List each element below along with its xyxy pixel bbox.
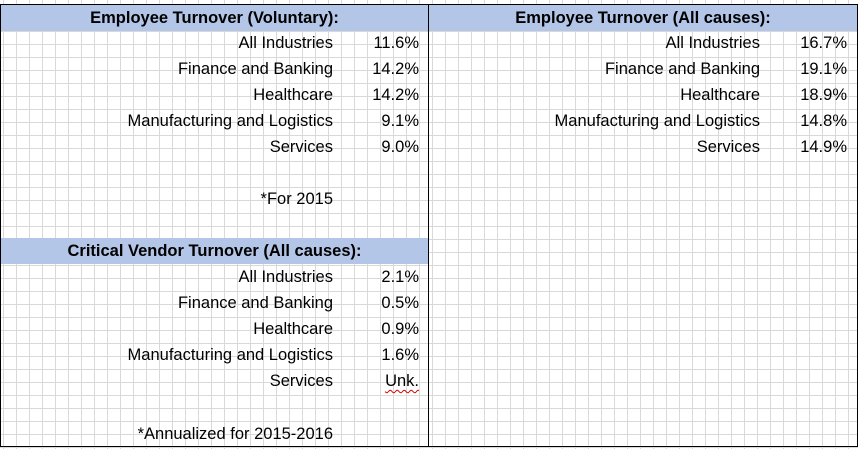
- industry-label: Services: [269, 372, 333, 390]
- industry-label: Healthcare: [680, 86, 760, 104]
- turnover-value: 14.2%: [372, 86, 419, 104]
- table-row[interactable]: Services 9.0%: [0, 134, 428, 160]
- turnover-value: 2.1%: [381, 268, 419, 286]
- turnover-value: 19.1%: [800, 60, 847, 78]
- industry-label: Finance and Banking: [177, 60, 333, 78]
- turnover-value: 1.6%: [381, 346, 419, 364]
- vendor-header[interactable]: Critical Vendor Turnover (All causes):: [1, 238, 428, 264]
- industry-label: Manufacturing and Logistics: [554, 112, 760, 130]
- turnover-value: 14.8%: [800, 112, 847, 130]
- table-row[interactable]: Manufacturing and Logistics 1.6%: [0, 342, 428, 368]
- industry-label: Manufacturing and Logistics: [127, 346, 333, 364]
- turnover-value: Unk.: [385, 372, 419, 390]
- turnover-value: 9.0%: [381, 138, 419, 156]
- industry-label: All Industries: [238, 268, 333, 286]
- turnover-value: 18.9%: [800, 86, 847, 104]
- turnover-value: 16.7%: [800, 34, 847, 52]
- voluntary-header[interactable]: Employee Turnover (Voluntary):: [1, 5, 428, 31]
- table-row[interactable]: Finance and Banking 0.5%: [0, 290, 428, 316]
- table-row[interactable]: Manufacturing and Logistics 9.1%: [0, 108, 428, 134]
- all-causes-header[interactable]: Employee Turnover (All causes):: [429, 5, 857, 31]
- table-row[interactable]: Finance and Banking 19.1%: [429, 56, 857, 82]
- voluntary-footnote[interactable]: *For 2015: [260, 190, 333, 208]
- voluntary-title: Employee Turnover (Voluntary):: [90, 9, 339, 27]
- turnover-value: 14.9%: [800, 138, 847, 156]
- turnover-value: 9.1%: [381, 112, 419, 130]
- table-row[interactable]: All Industries 2.1%: [0, 264, 428, 290]
- table-row[interactable]: Healthcare 18.9%: [429, 82, 857, 108]
- industry-label: Services: [696, 138, 760, 156]
- industry-label: All Industries: [665, 34, 760, 52]
- turnover-value: 14.2%: [372, 60, 419, 78]
- all-causes-title: Employee Turnover (All causes):: [515, 9, 771, 27]
- vendor-footnote[interactable]: *Annualized for 2015-2016: [137, 425, 333, 443]
- industry-label: Finance and Banking: [604, 60, 760, 78]
- table-row[interactable]: Healthcare 14.2%: [0, 82, 428, 108]
- turnover-value: 11.6%: [373, 34, 419, 52]
- industry-label: All Industries: [238, 34, 333, 52]
- table-row[interactable]: All Industries 16.7%: [429, 30, 857, 56]
- industry-label: Healthcare: [253, 320, 333, 338]
- turnover-value: 0.5%: [381, 294, 419, 312]
- table-row[interactable]: All Industries 11.6%: [0, 30, 428, 56]
- industry-label: Healthcare: [253, 86, 333, 104]
- table-row[interactable]: Finance and Banking 14.2%: [0, 56, 428, 82]
- industry-label: Services: [269, 138, 333, 156]
- table-row[interactable]: Healthcare 0.9%: [0, 316, 428, 342]
- vendor-title: Critical Vendor Turnover (All causes):: [67, 242, 362, 260]
- table-row[interactable]: Services Unk.: [0, 368, 428, 394]
- industry-label: Manufacturing and Logistics: [127, 112, 333, 130]
- column-divider: [428, 4, 429, 447]
- table-row[interactable]: Manufacturing and Logistics 14.8%: [429, 108, 857, 134]
- industry-label: Finance and Banking: [177, 294, 333, 312]
- table-row[interactable]: Services 14.9%: [429, 134, 857, 160]
- turnover-value: 0.9%: [381, 320, 419, 338]
